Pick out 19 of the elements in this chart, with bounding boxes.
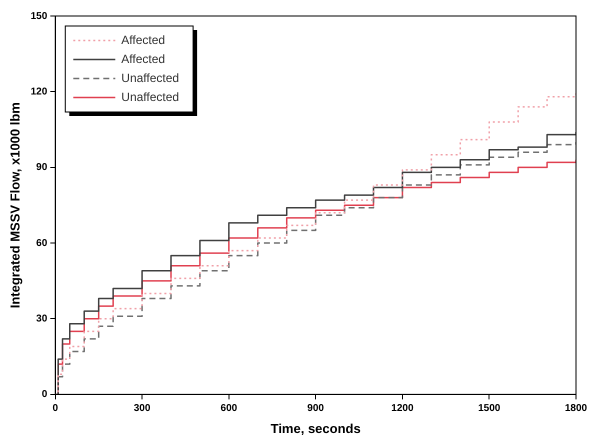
y-tick-label: 150 <box>30 10 48 22</box>
x-tick-label: 1800 <box>564 403 588 414</box>
x-tick-label: 1500 <box>478 403 501 414</box>
legend-label: Unaffected <box>121 90 180 104</box>
x-tick-label: 300 <box>134 403 151 414</box>
x-axis-title: Time, seconds <box>270 420 361 436</box>
legend-label: Unaffected <box>121 70 180 85</box>
y-tick-label: 90 <box>36 162 48 174</box>
legend-label: Affected <box>121 52 166 66</box>
x-tick-label: 1200 <box>391 403 414 414</box>
y-tick-label: 120 <box>30 86 48 98</box>
x-tick-label: 0 <box>52 403 59 414</box>
y-axis-title: Integrated MSSV Flow, x1000 lbm <box>7 102 22 308</box>
y-tick-label: 30 <box>36 313 48 324</box>
y-tick-label: 0 <box>42 389 48 400</box>
y-tick-label: 60 <box>36 238 48 249</box>
legend-label: Affected <box>121 32 166 47</box>
x-tick-label: 600 <box>220 403 238 414</box>
x-tick-label: 900 <box>307 403 324 414</box>
